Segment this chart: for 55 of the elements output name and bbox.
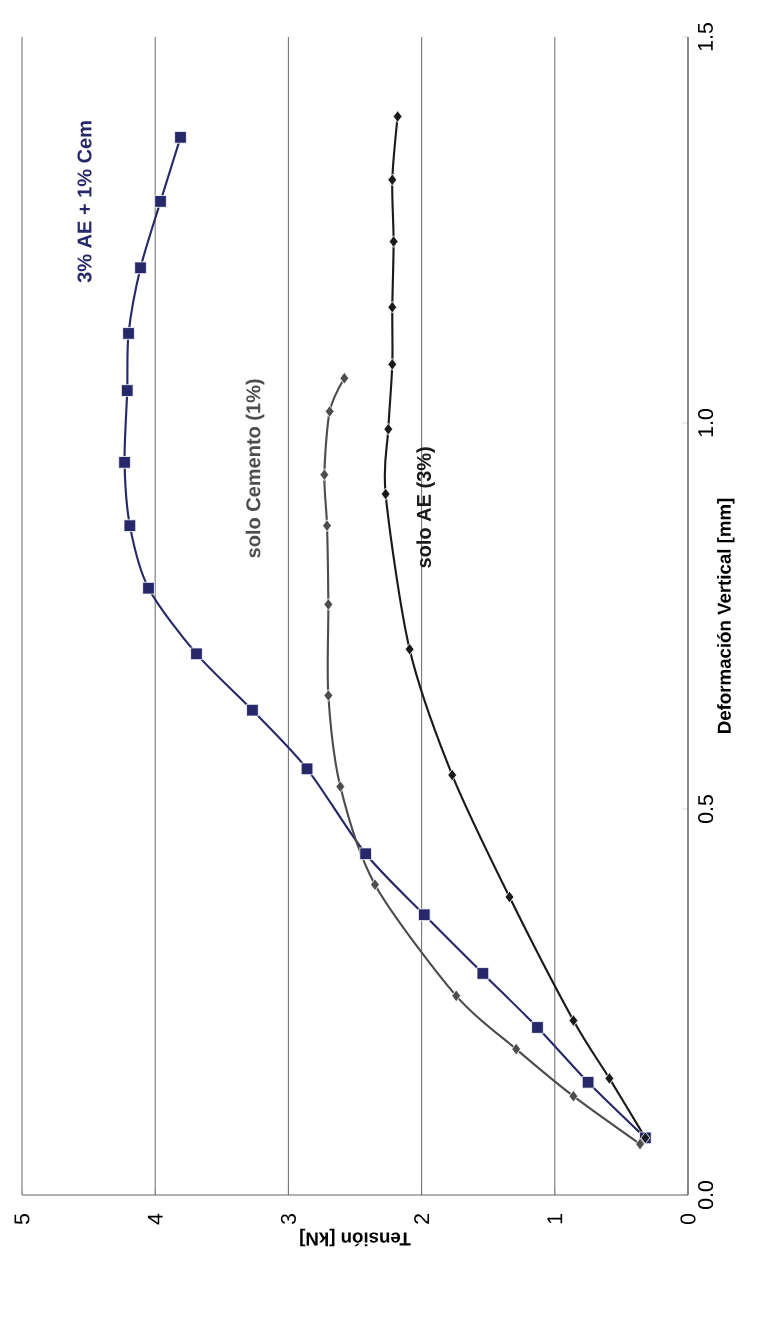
point — [581, 1076, 595, 1089]
point — [319, 468, 330, 481]
x-tick-label: 5 — [14, 1213, 30, 1225]
point — [142, 581, 155, 595]
point — [404, 642, 415, 656]
point — [383, 422, 394, 436]
point — [118, 456, 131, 469]
y-tick-label: 0.0 — [698, 1181, 714, 1209]
point — [323, 689, 334, 702]
point — [123, 519, 137, 532]
x-tick-label: 4 — [147, 1213, 163, 1225]
point — [122, 327, 135, 340]
x-tick-label: 3 — [280, 1213, 296, 1225]
point — [531, 1021, 544, 1034]
y-tick-label: 1.0 — [698, 409, 714, 437]
point — [339, 371, 350, 385]
text: solo Cemento (1%) — [245, 379, 265, 558]
point — [300, 762, 314, 776]
text: solo AE (3%) — [416, 447, 435, 568]
point — [324, 405, 335, 418]
point — [335, 780, 346, 793]
point — [447, 768, 458, 782]
point — [154, 195, 167, 208]
point — [388, 235, 399, 248]
point — [387, 300, 398, 314]
x-tick-label: 1 — [547, 1214, 563, 1224]
point — [190, 647, 203, 661]
point — [504, 890, 515, 904]
point — [451, 989, 462, 1003]
x-tick-label: 2 — [414, 1214, 430, 1224]
x-tick-label: 0 — [680, 1213, 696, 1225]
point — [387, 358, 398, 371]
point — [246, 703, 259, 717]
point — [359, 847, 372, 861]
point — [476, 967, 490, 980]
point — [511, 1042, 521, 1056]
point — [120, 384, 134, 397]
y-tick-label: 1.5 — [698, 23, 713, 51]
point — [392, 110, 403, 123]
point — [134, 261, 147, 275]
point — [387, 173, 398, 187]
y-tick-label: 0.5 — [698, 795, 714, 823]
point — [604, 1072, 615, 1085]
y-axis-title: Deformación Vertical [mm] — [716, 498, 735, 733]
point — [370, 878, 380, 891]
point — [323, 598, 334, 611]
point — [380, 487, 391, 501]
point — [635, 1137, 645, 1151]
point — [174, 131, 187, 144]
x-axis-title: Tensión [kN] — [300, 1228, 411, 1247]
point — [568, 1089, 579, 1103]
text: 3% AE + 1% Cem — [77, 121, 92, 283]
point — [568, 1014, 579, 1027]
point — [417, 908, 431, 922]
point — [322, 519, 332, 532]
